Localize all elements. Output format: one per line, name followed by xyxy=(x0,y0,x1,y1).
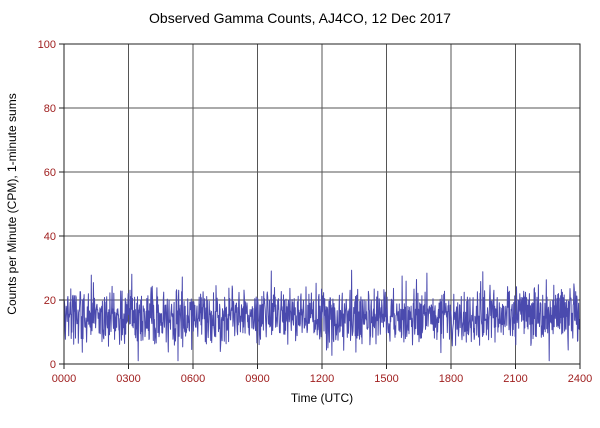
x-tick-label: 0900 xyxy=(245,373,269,385)
gamma-counts-series-line xyxy=(63,269,581,362)
tick-labels: 0000 0300 0600 0900 1200 1500 1800 2100 2400 0 20 4… xyxy=(38,39,593,385)
x-tick-label: 0000 xyxy=(52,373,76,385)
y-tick-label: 60 xyxy=(44,167,56,179)
x-tick-label: 0300 xyxy=(116,373,140,385)
x-tick-label: 1500 xyxy=(374,373,398,385)
y-tick-label: 20 xyxy=(44,295,56,307)
y-axis-title: Counts per Minute (CPM), 1-minute sums xyxy=(5,93,19,314)
plot-frame xyxy=(63,43,581,365)
x-axis-title: Time (UTC) xyxy=(291,391,353,405)
y-tick-label: 100 xyxy=(38,39,56,51)
axis-ticks xyxy=(59,43,581,369)
x-tick-label: 2100 xyxy=(503,373,527,385)
y-tick-label: 0 xyxy=(50,359,56,371)
x-tick-label: 2400 xyxy=(568,373,592,385)
data-series xyxy=(63,269,581,362)
x-tick-label: 1800 xyxy=(439,373,463,385)
y-tick-label: 80 xyxy=(44,103,56,115)
x-tick-label: 0600 xyxy=(181,373,205,385)
gamma-time-series-plot: 0000 0300 0600 0900 1200 1500 1800 2100 2400 0 20 4… xyxy=(5,39,593,405)
x-tick-label: 1200 xyxy=(310,373,334,385)
chart-title: Observed Gamma Counts, AJ4CO, 12 Dec 201… xyxy=(149,10,451,26)
y-tick-label: 40 xyxy=(44,231,56,243)
